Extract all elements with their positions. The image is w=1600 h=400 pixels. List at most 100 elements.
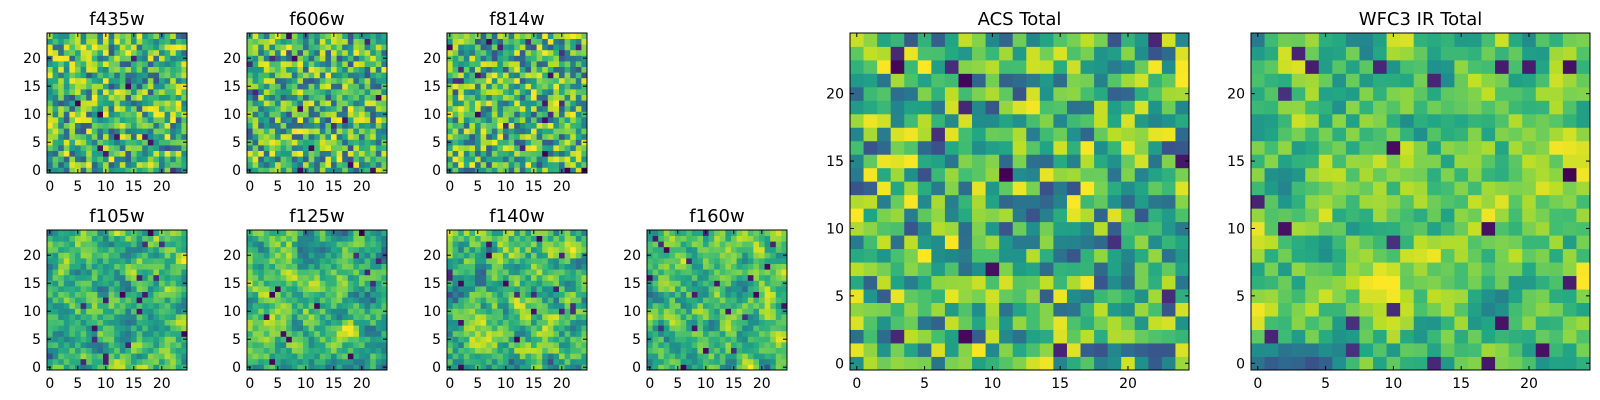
- heatmap-cell: [181, 286, 188, 292]
- heatmap-cell: [353, 33, 360, 39]
- heatmap-cell: [497, 111, 504, 118]
- heatmap-cell: [175, 72, 182, 79]
- heatmap-cell: [114, 353, 121, 360]
- heatmap-cell: [370, 252, 377, 259]
- heatmap-cell: [291, 61, 298, 67]
- heatmap-cell: [1148, 181, 1163, 196]
- heatmap-cell: [497, 308, 504, 315]
- heatmap-cell: [164, 286, 171, 292]
- heatmap-cell: [531, 66, 537, 73]
- panel-title: f140w: [489, 206, 544, 227]
- heatmap-cell: [725, 308, 732, 315]
- heatmap-cell: [159, 336, 165, 343]
- heatmap-cell: [497, 145, 504, 151]
- heatmap-cell: [663, 252, 670, 259]
- heatmap-cell: [142, 133, 149, 140]
- heatmap-cell: [325, 122, 332, 129]
- heatmap-cell: [269, 308, 276, 315]
- heatmap-cell: [91, 347, 98, 354]
- heatmap-cell: [336, 77, 343, 84]
- heatmap-cell: [447, 128, 453, 135]
- heatmap-cell: [181, 122, 188, 129]
- heatmap-cell: [319, 258, 326, 264]
- heatmap-cell: [375, 252, 382, 259]
- heatmap-cell: [559, 291, 565, 298]
- heatmap-cell: [175, 100, 182, 107]
- heatmap-cell: [80, 105, 87, 112]
- heatmap-cell: [1107, 262, 1122, 277]
- heatmap-cell: [75, 358, 81, 365]
- heatmap-cell: [147, 145, 154, 151]
- heatmap-cell: [291, 269, 298, 276]
- heatmap-cell: [542, 83, 549, 90]
- heatmap-cell: [958, 356, 973, 371]
- heatmap-cell: [164, 302, 171, 309]
- heatmap-cell: [708, 269, 715, 276]
- y-tick-label: 0: [32, 360, 41, 376]
- heatmap-cell: [252, 258, 259, 264]
- heatmap-cell: [58, 150, 65, 157]
- heatmap-cell: [486, 342, 493, 348]
- heatmap-cell: [114, 291, 121, 298]
- heatmap-cell: [58, 358, 65, 365]
- heatmap-cell: [770, 258, 777, 264]
- heatmap-cell: [553, 38, 560, 45]
- heatmap-cell: [381, 61, 388, 67]
- heatmap-cell: [164, 89, 171, 95]
- heatmap-cell: [91, 280, 98, 287]
- heatmap-cell: [570, 342, 577, 348]
- heatmap-cell: [336, 246, 343, 253]
- heatmap-cell: [80, 353, 87, 360]
- y-tick-label: 20: [23, 248, 41, 264]
- heatmap-cell: [142, 325, 149, 332]
- heatmap-cell: [944, 167, 959, 182]
- heatmap-cell: [75, 61, 81, 67]
- heatmap-cell: [525, 44, 532, 51]
- heatmap-cell: [652, 269, 659, 276]
- heatmap-cell: [364, 128, 371, 135]
- heatmap-cell: [131, 105, 137, 112]
- heatmap-cell: [58, 145, 65, 151]
- heatmap-cell: [347, 161, 354, 168]
- heatmap-cell: [703, 280, 709, 287]
- heatmap-cell: [559, 286, 565, 292]
- heatmap-cell: [486, 61, 493, 67]
- heatmap-cell: [753, 274, 760, 281]
- heatmap-cell: [663, 319, 670, 326]
- heatmap-cell: [497, 353, 504, 360]
- heatmap-cell: [559, 252, 565, 259]
- heatmap-cell: [370, 336, 377, 343]
- heatmap-cell: [52, 77, 59, 84]
- heatmap-cell: [370, 133, 377, 140]
- heatmap-cell: [480, 353, 487, 360]
- heatmap-cell: [314, 336, 321, 343]
- heatmap-cell: [1012, 235, 1027, 250]
- heatmap-cell: [850, 275, 864, 290]
- heatmap-cell: [108, 117, 115, 123]
- heatmap-cell: [280, 336, 287, 343]
- heatmap-cell: [1107, 208, 1122, 223]
- heatmap-cell: [108, 83, 115, 90]
- heatmap-cell: [480, 33, 487, 39]
- heatmap-cell: [1175, 262, 1190, 277]
- heatmap-cell: [480, 145, 487, 151]
- heatmap-cell: [475, 347, 481, 354]
- heatmap-cell: [972, 181, 986, 196]
- heatmap-cell: [164, 241, 171, 248]
- heatmap-cell: [303, 241, 309, 248]
- heatmap-cell: [381, 161, 388, 168]
- heatmap-cell: [703, 274, 709, 281]
- heatmap-cell: [142, 258, 149, 264]
- heatmap-cell: [297, 66, 304, 73]
- heatmap-cell: [680, 258, 687, 264]
- heatmap-cell: [697, 308, 704, 315]
- heatmap-cell: [319, 83, 326, 90]
- heatmap-cell: [86, 308, 93, 315]
- heatmap-cell: [519, 302, 526, 309]
- heatmap-cell: [119, 161, 126, 168]
- heatmap-cell: [503, 133, 509, 140]
- heatmap-cell: [581, 325, 588, 332]
- heatmap-cell: [136, 89, 143, 95]
- heatmap-cell: [708, 241, 715, 248]
- heatmap-cell: [497, 128, 504, 135]
